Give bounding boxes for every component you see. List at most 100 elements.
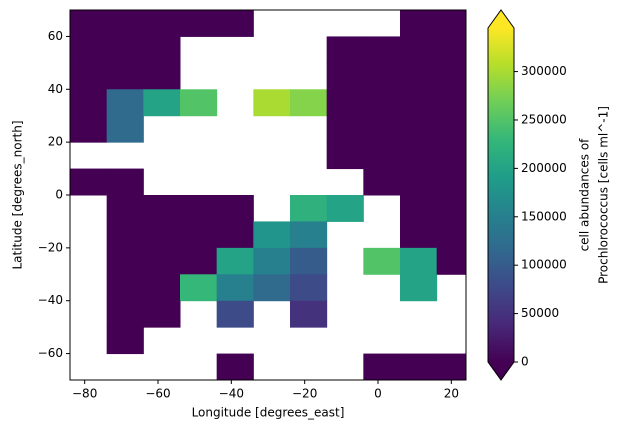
cell bbox=[436, 353, 467, 381]
cell bbox=[436, 10, 467, 37]
colorbar-tick-label: 200000 bbox=[521, 161, 567, 175]
cell bbox=[180, 10, 218, 37]
cell bbox=[400, 36, 438, 64]
x-tick-label: −80 bbox=[72, 387, 97, 401]
cell bbox=[106, 168, 144, 196]
y-tick-label: −20 bbox=[38, 240, 63, 254]
cell bbox=[106, 195, 144, 222]
x-axis-label: Longitude [degrees_east] bbox=[192, 406, 345, 420]
cell bbox=[180, 247, 218, 275]
cell bbox=[216, 247, 254, 275]
cell bbox=[400, 195, 438, 222]
cell bbox=[400, 10, 438, 37]
colorbar-label: cell abundances of bbox=[578, 138, 592, 252]
cell bbox=[216, 300, 254, 328]
cell bbox=[106, 221, 144, 249]
cell bbox=[70, 168, 108, 196]
colorbar-extend-min bbox=[488, 362, 514, 380]
cell bbox=[363, 168, 401, 196]
cell bbox=[326, 89, 364, 117]
cell bbox=[400, 62, 438, 90]
cell bbox=[143, 62, 181, 90]
cell bbox=[70, 36, 108, 64]
x-tick-label: −20 bbox=[292, 387, 317, 401]
cell bbox=[253, 274, 291, 302]
cell bbox=[180, 274, 218, 302]
cell bbox=[180, 195, 218, 222]
cell bbox=[143, 36, 181, 64]
cell bbox=[290, 89, 328, 117]
colorbar-tick-label: 300000 bbox=[521, 64, 567, 78]
cell bbox=[143, 221, 181, 249]
cell bbox=[436, 89, 467, 117]
cell bbox=[253, 89, 291, 117]
cell bbox=[106, 62, 144, 90]
cell bbox=[180, 221, 218, 249]
cell bbox=[363, 142, 401, 170]
colorbar-tick-label: 100000 bbox=[521, 258, 567, 272]
cell bbox=[326, 36, 364, 64]
cell bbox=[436, 115, 467, 143]
y-axis-label: Latitude [degrees_north] bbox=[11, 120, 25, 269]
cell bbox=[400, 115, 438, 143]
cell bbox=[216, 353, 254, 381]
colorbar-tick-label: 250000 bbox=[521, 112, 567, 126]
cell bbox=[363, 36, 401, 64]
cell bbox=[106, 36, 144, 64]
cell bbox=[400, 274, 438, 302]
y-tick-label: 0 bbox=[55, 188, 63, 202]
cell bbox=[70, 115, 108, 143]
cell bbox=[106, 247, 144, 275]
x-tick-label: −60 bbox=[145, 387, 170, 401]
cell bbox=[363, 247, 401, 275]
cell bbox=[143, 274, 181, 302]
cell bbox=[436, 221, 467, 249]
cell bbox=[106, 10, 144, 37]
cell bbox=[106, 300, 144, 328]
y-tick-label: 60 bbox=[48, 29, 63, 43]
cell bbox=[290, 195, 328, 222]
cell bbox=[326, 115, 364, 143]
x-tick-label: 0 bbox=[374, 387, 382, 401]
cell bbox=[363, 115, 401, 143]
y-tick-label: 40 bbox=[48, 82, 63, 96]
cell bbox=[326, 142, 364, 170]
colorbar bbox=[488, 28, 514, 362]
colorbar-extend-max bbox=[488, 10, 514, 28]
cell bbox=[436, 36, 467, 64]
cell bbox=[143, 247, 181, 275]
cell bbox=[143, 89, 181, 117]
cell bbox=[143, 195, 181, 222]
cell bbox=[106, 115, 144, 143]
x-tick-label: −40 bbox=[219, 387, 244, 401]
cell bbox=[400, 168, 438, 196]
cell bbox=[400, 89, 438, 117]
cell bbox=[436, 168, 467, 196]
cell bbox=[326, 195, 364, 222]
cell bbox=[253, 247, 291, 275]
cell bbox=[216, 10, 254, 37]
cell bbox=[290, 300, 328, 328]
cell bbox=[400, 142, 438, 170]
y-tick-label: 20 bbox=[48, 135, 63, 149]
cell bbox=[436, 247, 467, 275]
cell bbox=[436, 142, 467, 170]
cell bbox=[106, 327, 144, 355]
cell bbox=[106, 274, 144, 302]
cell bbox=[216, 274, 254, 302]
colorbar-label: Prochlorococcus [cells ml^-1] bbox=[597, 106, 611, 284]
colorbar-tick-label: 0 bbox=[521, 355, 529, 369]
cell bbox=[253, 221, 291, 249]
colorbar-tick-label: 50000 bbox=[521, 306, 559, 320]
y-tick-label: −60 bbox=[38, 346, 63, 360]
cell bbox=[400, 247, 438, 275]
cell bbox=[290, 247, 328, 275]
cell bbox=[363, 353, 401, 381]
cell bbox=[363, 62, 401, 90]
cell bbox=[180, 89, 218, 117]
cell bbox=[400, 353, 438, 381]
cell bbox=[106, 89, 144, 117]
cell bbox=[216, 221, 254, 249]
cell bbox=[436, 195, 467, 222]
